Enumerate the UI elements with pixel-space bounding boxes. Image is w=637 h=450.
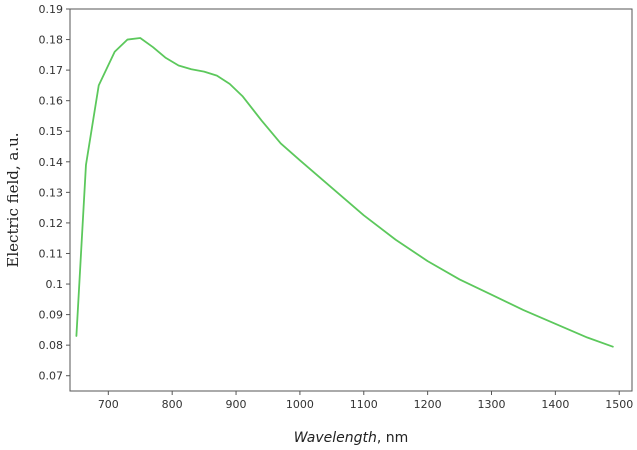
x-axis-label: Wavelength, nm	[294, 430, 409, 446]
x-tick-label: 1300	[478, 398, 506, 411]
y-tick-label: 0.09	[39, 309, 64, 322]
y-tick-label: 0.07	[39, 370, 64, 383]
y-tick-label: 0.14	[39, 156, 64, 169]
x-tick-label: 1000	[286, 398, 314, 411]
x-tick-label: 1100	[350, 398, 378, 411]
y-tick-label: 0.18	[39, 34, 64, 47]
y-tick-label: 0.17	[39, 64, 64, 77]
x-tick-label: 1200	[414, 398, 442, 411]
plot-frame	[69, 8, 633, 392]
series-layer	[75, 37, 614, 348]
x-tick-label: 800	[162, 398, 183, 411]
y-tick-label: 0.12	[39, 217, 64, 230]
x-tick-label: 700	[98, 398, 119, 411]
axes: 0.07 0.08 0.09 0.1 0.11 0.12 0.13 0.14 0.15 0.16 0…	[39, 3, 634, 411]
y-tick-label: 0.08	[39, 339, 64, 352]
y-tick-label: 0.16	[39, 95, 64, 108]
x-axis-label-unit: , nm	[377, 430, 408, 446]
y-tick-label: 0.1	[46, 278, 64, 291]
x-tick-label: 1500	[605, 398, 633, 411]
y-tick-label: 0.11	[39, 247, 64, 260]
series-line	[75, 37, 614, 348]
y-tick-label: 0.15	[39, 125, 64, 138]
x-tick-label: 1400	[541, 398, 569, 411]
y-axis-label: Electric field, a.u.	[4, 132, 22, 267]
y-tick-label: 0.19	[39, 3, 64, 16]
y-tick-label: 0.13	[39, 186, 64, 199]
labels: Electric field, a.u. Wavelength, nm	[4, 132, 408, 446]
x-axis-label-main: Wavelength	[294, 430, 377, 446]
x-tick-label: 900	[226, 398, 247, 411]
